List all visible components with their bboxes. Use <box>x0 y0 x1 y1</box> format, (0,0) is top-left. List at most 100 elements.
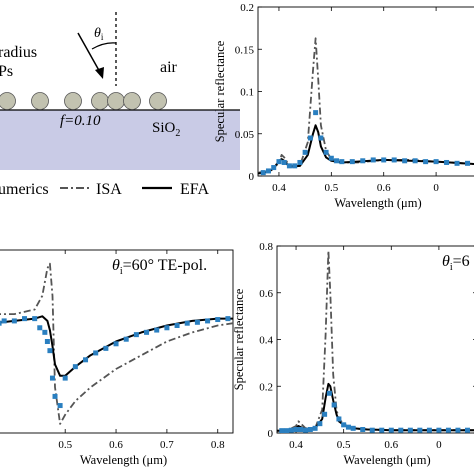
axes-box <box>0 249 234 434</box>
efa-line <box>0 315 233 377</box>
numerics-marker <box>317 421 323 427</box>
numerics-marker <box>292 163 298 169</box>
numerics-marker <box>194 319 200 325</box>
axes-box <box>276 245 474 434</box>
numerics-marker <box>103 345 109 351</box>
radius-label: radius <box>0 44 37 61</box>
numerics-marker <box>331 402 337 408</box>
isa-line <box>258 37 474 174</box>
numerics-marker <box>402 158 408 164</box>
legend: umerics ISA EFA <box>0 181 209 198</box>
numerics-marker <box>11 318 17 324</box>
x-tick-label: 0.5 <box>58 439 72 451</box>
y-tick-label: 0.2 <box>240 2 254 14</box>
numerics-marker <box>350 425 356 431</box>
numerics-marker <box>83 357 89 363</box>
panel-annotation: θi=60° TE-pol. <box>112 257 207 277</box>
numerics-marker <box>323 149 329 155</box>
x-tick-label: 0.7 <box>160 439 174 451</box>
x-axis-label: Wavelength (μm) <box>334 196 421 210</box>
y-axis-label: Specular reflectance <box>232 288 246 390</box>
nanoparticle-0 <box>0 92 16 110</box>
numerics-marker <box>426 427 432 433</box>
substrate-label: SiO2 <box>152 120 180 139</box>
schematic-panel: radius Ps air θi f=0.10 SiO2 <box>0 12 240 170</box>
numerics-marker <box>37 325 43 331</box>
numerics-marker <box>0 320 2 326</box>
panel-annotation: θi=6 <box>442 253 470 273</box>
numerics-marker <box>318 135 324 141</box>
y-axis-label: Specular reflectance <box>213 40 227 142</box>
numerics-marker <box>174 322 180 328</box>
numerics-marker <box>381 157 387 163</box>
numerics-marker <box>336 416 342 422</box>
y-tick-label: 0 <box>249 171 255 183</box>
numerics-marker <box>1 318 7 324</box>
theta-label: θi <box>94 26 104 42</box>
plot-area <box>0 262 233 425</box>
numerics-marker <box>302 149 308 155</box>
x-tick-label: 0 <box>433 182 439 194</box>
numerics-marker <box>464 427 470 433</box>
numerics-marker <box>445 427 451 433</box>
numerics-marker <box>42 329 48 335</box>
numerics-marker <box>349 159 355 165</box>
numerics-marker <box>360 158 366 164</box>
numerics-marker <box>123 336 129 342</box>
arrowhead-icon <box>95 67 104 79</box>
numerics-marker <box>205 318 211 324</box>
x-tick-label: 0.6 <box>377 182 391 194</box>
numerics-marker <box>326 390 332 396</box>
fill-fraction-label: f=0.10 <box>60 113 101 129</box>
numerics-marker <box>407 427 413 433</box>
numerics-marker <box>47 348 53 354</box>
numerics-marker <box>276 159 282 165</box>
nanoparticle-5 <box>123 92 141 110</box>
y-tick-label: 0.05 <box>235 129 255 141</box>
legend-numerics-label: umerics <box>0 181 49 198</box>
numerics-marker <box>417 427 423 433</box>
x-tick-label: 0.5 <box>337 439 351 451</box>
numerics-marker <box>144 329 150 335</box>
numerics-marker <box>298 426 304 432</box>
x-tick-label: 0.4 <box>289 439 303 451</box>
numerics-marker <box>32 316 38 322</box>
numerics-marker <box>444 159 450 165</box>
numerics-marker <box>454 160 460 166</box>
numerics-marker <box>370 157 376 163</box>
numerics-marker <box>423 159 429 165</box>
numerics-marker <box>455 427 461 433</box>
numerics-marker <box>303 427 309 433</box>
legend-efa-label: EFA <box>180 181 209 198</box>
plot-area <box>277 249 474 433</box>
numerics-marker <box>93 350 99 356</box>
nanoparticle-2 <box>64 92 82 110</box>
x-axis-label: Wavelength (μm) <box>80 453 167 467</box>
numerics-marker <box>44 339 50 344</box>
numerics-marker <box>265 168 271 174</box>
numerics-marker <box>433 159 439 165</box>
x-tick-label: 0.4 <box>272 182 286 194</box>
numerics-marker <box>334 158 340 164</box>
isa-line <box>277 249 474 432</box>
numerics-marker <box>164 325 170 331</box>
x-tick-label: 0 <box>436 439 442 451</box>
nps-label: Ps <box>0 63 13 80</box>
numerics-marker <box>360 426 366 432</box>
numerics-marker <box>307 426 313 432</box>
chart-bottom-right: 0.4 0.5 0.6 0 0 0.2 0.4 0.6 0.8 Wavelength (μm) Sp… <box>232 241 474 467</box>
numerics-marker <box>113 341 119 347</box>
y-tick-label: 0 <box>268 428 274 440</box>
numerics-marker <box>286 163 292 169</box>
air-label: air <box>160 59 178 76</box>
chart-bottom-left: 0.5 0.6 0.7 0.8 Wavelength (μm) θi=60° TE-pol… <box>0 249 234 467</box>
angle-arc <box>91 42 117 50</box>
numerics-marker <box>293 426 299 432</box>
nanoparticle-4 <box>107 92 125 110</box>
numerics-marker <box>339 159 345 165</box>
numerics-marker <box>388 427 394 433</box>
numerics-marker <box>279 428 285 433</box>
numerics-marker <box>62 375 68 381</box>
y-tick-label: 0.8 <box>259 241 273 253</box>
